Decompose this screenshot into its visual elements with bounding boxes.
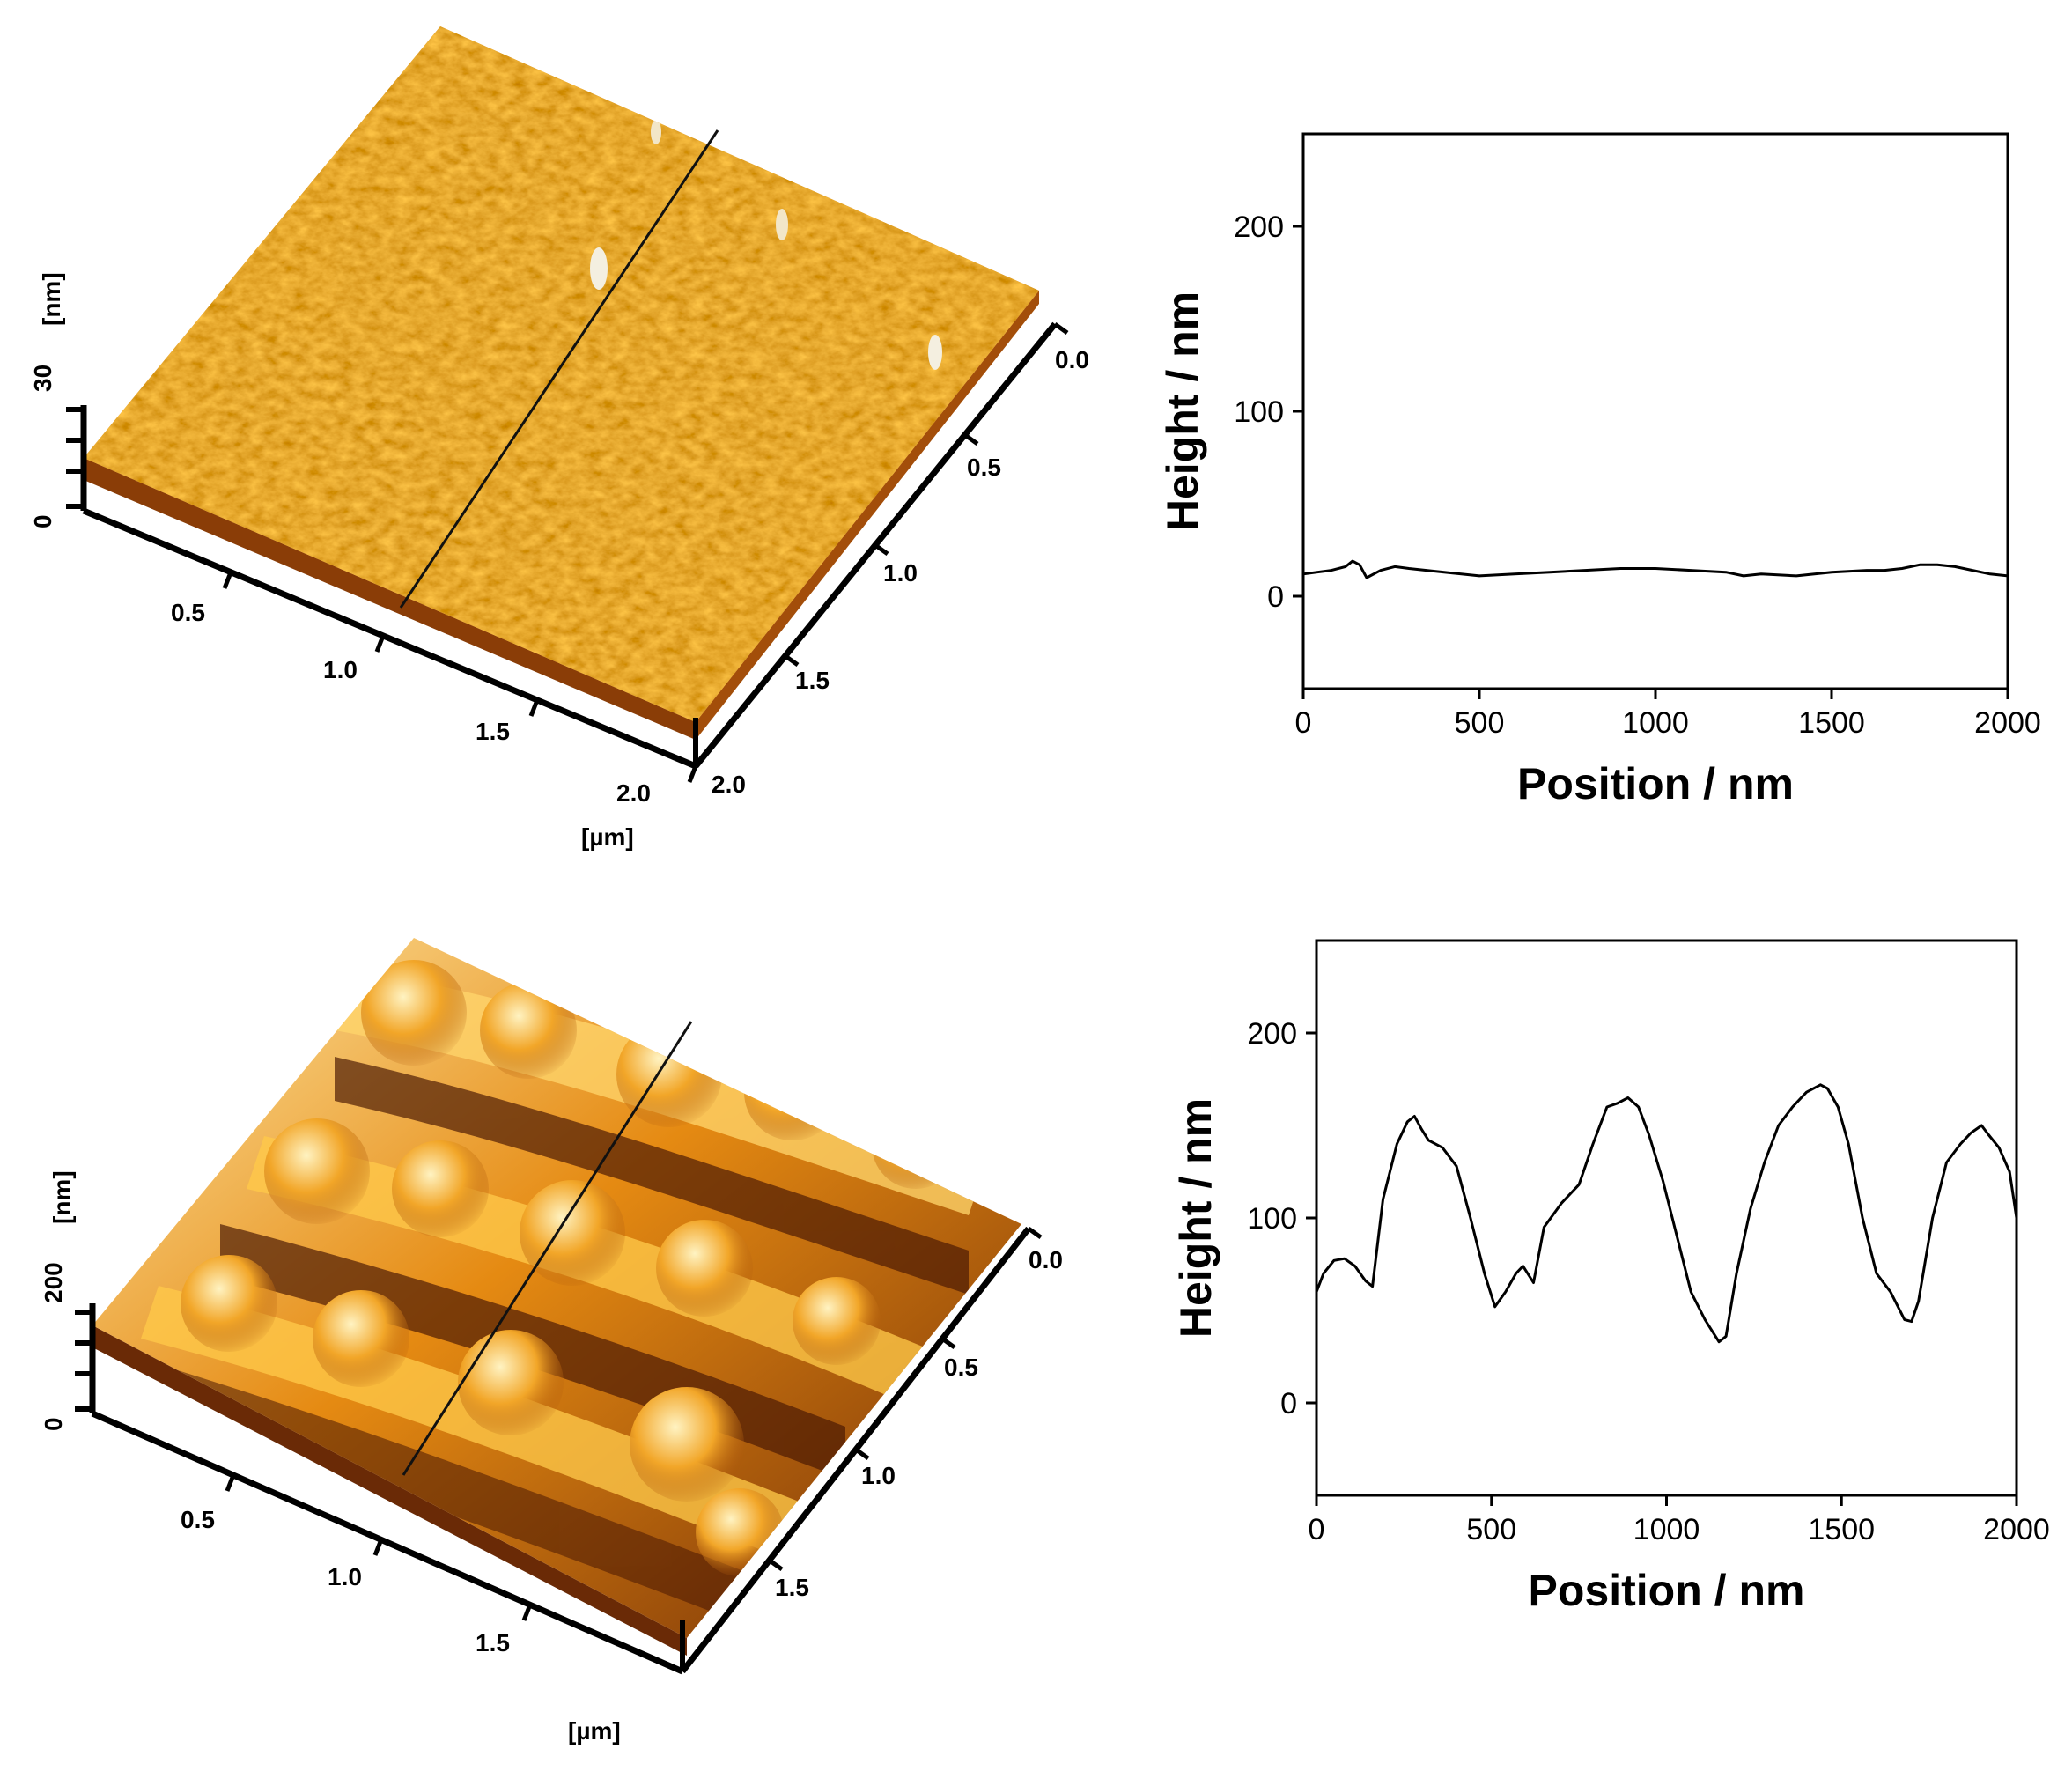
- afm2-z-tick-200: 200: [40, 1262, 67, 1303]
- y-tick-label: 0: [1267, 580, 1284, 614]
- afm2-grain: [480, 982, 577, 1079]
- series-line: [1315, 1083, 2018, 1344]
- afm1-x-tick-label: 1.0: [323, 656, 358, 683]
- afm2-valley: [335, 1057, 969, 1295]
- afm2-grain: [361, 960, 467, 1066]
- afm2-y-tick-label: 1.0: [861, 1462, 896, 1489]
- afm2-x-tick-label: 1.5: [476, 1629, 510, 1657]
- afm2-y-tick: [1027, 1226, 1043, 1240]
- afm2-x-tick: [225, 1474, 236, 1492]
- afm2-x-tick: [372, 1539, 384, 1556]
- afm1-x-axis: [82, 507, 697, 770]
- afm1-y-tick-label: 1.0: [883, 559, 918, 587]
- afm1-z-unit: [nm]: [38, 272, 65, 326]
- plot-frame: [1315, 939, 2018, 1497]
- afm1-y-tick: [963, 432, 979, 446]
- afm2-grain: [458, 1330, 564, 1435]
- afm1-spike: [928, 335, 942, 370]
- afm1-y-tick-label: 2.0: [712, 771, 746, 798]
- afm2-z-tick-0: 0: [40, 1417, 67, 1431]
- afm2-y-tick-label: 0.0: [1029, 1246, 1063, 1273]
- x-axis-title: Position / nm: [1529, 1566, 1805, 1615]
- afm2-grain: [264, 1118, 370, 1224]
- afm2-grain: [872, 1101, 960, 1189]
- afm1-surface-texture: [84, 26, 1039, 722]
- afm2-y-tick: [768, 1558, 784, 1572]
- afm1-x-tick: [374, 635, 386, 653]
- afm2-grain: [181, 1255, 277, 1352]
- afm1-x-tick-label: 1.5: [476, 718, 510, 745]
- x-tick-label: 1500: [1798, 706, 1865, 740]
- afm1-y-tick-label: 0.5: [967, 454, 1001, 481]
- afm2-x-tick-label: 0.5: [181, 1506, 215, 1533]
- afm-3d-image-1: 0 30 [nm] 0.5 1.0 1.5 2.0 [µm] 0.0 0.5 1…: [29, 26, 1089, 851]
- height-profile-chart-2: 0 500 1000 1500 2000 0 100 200 Position / nm Heig…: [1171, 939, 2050, 1615]
- afm2-grain: [616, 1022, 722, 1127]
- x-tick-label: 0: [1295, 706, 1312, 740]
- afm1-z-tick-0: 0: [29, 514, 56, 528]
- afm1-z-tick-30: 30: [29, 365, 56, 392]
- afm2-x-axis: [91, 1410, 684, 1675]
- afm2-y-tick-label: 1.5: [775, 1574, 809, 1601]
- afm1-x-tick: [528, 699, 540, 717]
- afm2-grain: [520, 1180, 625, 1286]
- afm1-y-tick-label: 1.5: [795, 667, 830, 694]
- x-tick-label: 2000: [1983, 1513, 2050, 1546]
- plot-frame: [1301, 132, 2009, 690]
- afm2-valley: [132, 1356, 757, 1629]
- afm1-spike: [776, 209, 788, 240]
- afm2-x-tick: [521, 1604, 533, 1621]
- afm2-grain: [392, 1140, 489, 1237]
- x-tick-label: 1500: [1808, 1513, 1875, 1546]
- afm1-y-tick: [1053, 321, 1069, 336]
- afm2-grain: [313, 1290, 409, 1387]
- x-tick-label: 2000: [1974, 706, 2041, 740]
- y-tick-label: 100: [1234, 395, 1284, 429]
- afm1-y-tick-label: 0.0: [1055, 346, 1089, 373]
- x-tick-label: 500: [1455, 706, 1505, 740]
- afm2-lateral-unit: [µm]: [568, 1717, 621, 1745]
- y-tick-label: 0: [1280, 1387, 1297, 1420]
- afm1-lateral-unit: [µm]: [581, 823, 634, 851]
- afm2-front-face: [92, 1325, 687, 1656]
- afm-3d-image-2: 0 200 [nm] 0.5 1.0 1.5 [µm] 0.0 0.5 1.0 …: [40, 938, 1063, 1745]
- afm2-y-tick: [940, 1336, 956, 1350]
- afm1-x-tick: [687, 765, 698, 783]
- x-tick-label: 0: [1309, 1513, 1325, 1546]
- afm1-right-face: [696, 291, 1039, 740]
- afm1-x-tick: [222, 572, 233, 589]
- height-profile-chart-1: 0 500 1000 1500 2000 0 100 200 Position / nm Heig…: [1158, 132, 2041, 808]
- x-tick-label: 500: [1466, 1513, 1516, 1546]
- y-tick-label: 200: [1247, 1017, 1297, 1051]
- afm1-profile-line: [399, 129, 719, 609]
- afm1-x-tick-label: 2.0: [616, 779, 651, 807]
- afm2-grain: [744, 1044, 841, 1140]
- afm2-ridge: [141, 1286, 810, 1559]
- afm2-grain: [656, 1220, 753, 1317]
- y-axis-title: Height / nm: [1158, 291, 1207, 531]
- afm2-profile-line: [402, 1021, 693, 1476]
- afm1-front-face: [84, 458, 696, 740]
- y-tick-label: 200: [1234, 210, 1284, 244]
- x-tick-label: 1000: [1622, 706, 1689, 740]
- afm1-spike: [651, 120, 661, 144]
- afm2-grain: [630, 1387, 744, 1502]
- afm2-y-tick: [854, 1447, 870, 1461]
- afm1-spike: [590, 247, 608, 290]
- series-line: [1302, 559, 2009, 579]
- afm2-y-tick-label: 0.5: [944, 1354, 978, 1381]
- afm2-grain: [793, 1277, 881, 1365]
- afm2-z-unit: [nm]: [48, 1170, 76, 1224]
- x-axis-title: Position / nm: [1517, 759, 1794, 808]
- y-axis-title: Height / nm: [1171, 1098, 1220, 1338]
- afm1-y-tick: [784, 653, 800, 668]
- afm1-x-tick-label: 0.5: [171, 599, 205, 626]
- afm2-x-tick-label: 1.0: [328, 1563, 362, 1590]
- afm2-y-axis: [680, 1226, 1031, 1674]
- x-tick-label: 1000: [1633, 1513, 1700, 1546]
- y-tick-label: 100: [1247, 1202, 1297, 1236]
- afm1-y-tick: [874, 542, 889, 557]
